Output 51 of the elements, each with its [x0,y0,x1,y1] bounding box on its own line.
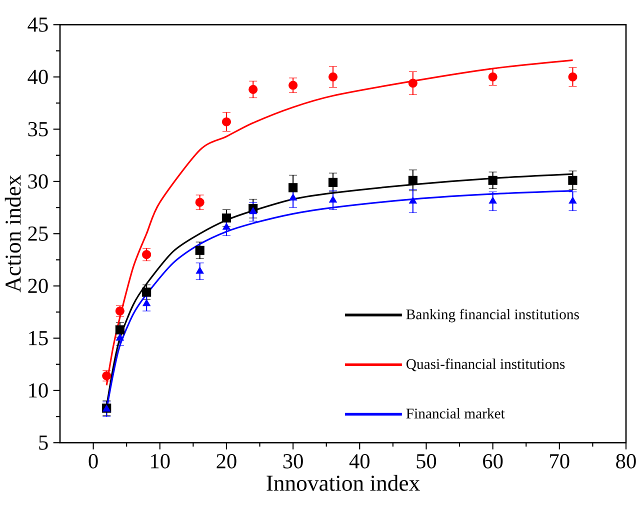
point [222,117,232,126]
y-tick-label: 40 [28,70,48,84]
legend-label: Financial market [406,408,505,418]
x-tick-label: 30 [283,454,303,468]
y-tick-label: 35 [28,122,48,136]
point [142,250,152,260]
point [196,266,204,274]
point [116,334,124,341]
point [115,325,124,334]
x-tick-label: 80 [616,454,636,468]
point [289,194,298,201]
y-tick-label: 45 [28,18,48,32]
x-tick-label: 50 [416,454,436,468]
point [142,299,151,306]
point [195,246,204,255]
x-tick-label: 0 [88,454,98,468]
point [568,176,578,185]
point [488,72,498,82]
point [249,207,258,214]
point [329,196,337,203]
legend-label: Banking financial institutions [406,308,579,322]
legend-label: Quasi-financial institutions [406,358,565,372]
x-tick-label: 20 [216,454,236,468]
point [408,78,418,88]
x-tick-label: 60 [483,454,503,468]
point [568,196,577,204]
x-tick-label: 10 [151,454,170,468]
y-tick-label: 15 [29,331,48,346]
point [222,213,232,223]
point [488,176,498,185]
point [288,80,298,90]
x-tick-label: 70 [550,454,570,468]
y-tick-label: 30 [28,174,48,189]
x-tick-label: 40 [349,454,370,468]
x-axis-title: Innovation index [266,474,420,491]
y-axis-title: Action index [4,175,21,292]
point [248,84,258,94]
point [288,183,298,192]
y-tick-label: 20 [28,278,48,294]
point [195,198,204,207]
point [142,288,152,297]
point [488,196,497,204]
point [328,178,338,187]
point [222,222,230,230]
y-tick-label: 10 [29,383,48,398]
point [408,196,417,204]
point [328,72,338,82]
y-tick-label: 5 [39,436,48,450]
y-tick-label: 25 [28,226,48,241]
point [408,176,418,185]
point [568,72,578,82]
